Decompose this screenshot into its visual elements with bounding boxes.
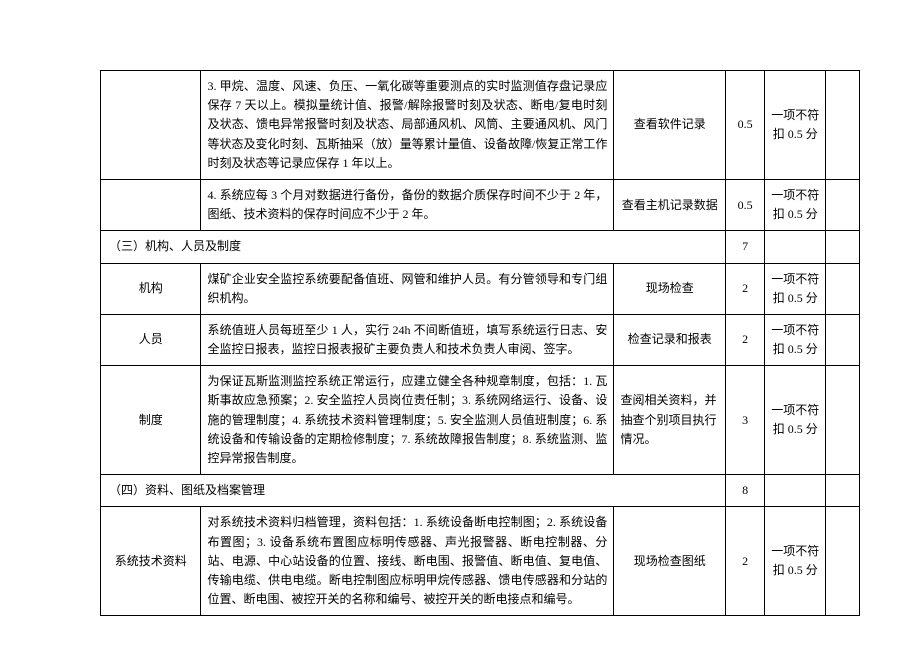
cell-c4: 0.5 [726, 179, 765, 230]
cell-c2: 为保证瓦斯监测监控系统正常运行，应建立健全各种规章制度，包括：1. 瓦斯事故应急… [201, 366, 614, 475]
cell-c6 [826, 263, 860, 314]
cell-c5: 一项不符扣 0.5 分 [765, 507, 826, 616]
table-row: 制度为保证瓦斯监测监控系统正常运行，应建立健全各种规章制度，包括：1. 瓦斯事故… [101, 366, 860, 475]
table-row: （三）机构、人员及制度7 [101, 231, 860, 263]
cell-c1 [101, 179, 201, 230]
cell-blank [826, 231, 860, 263]
section-label: （三）机构、人员及制度 [101, 231, 726, 263]
cell-c2: 3. 甲烷、温度、风速、负压、一氧化碳等重要测点的实时监测值存盘记录应保存 7 … [201, 71, 614, 180]
cell-c1: 制度 [101, 366, 201, 475]
cell-blank [765, 475, 826, 507]
cell-c3: 查阅相关资料，并抽查个别项目执行情况。 [614, 366, 726, 475]
cell-c4: 2 [726, 507, 765, 616]
cell-c2: 系统值班人员每班至少 1 人，实行 24h 不间断值班，填写系统运行日志、安全监… [201, 314, 614, 365]
section-label: （四）资料、图纸及档案管理 [101, 475, 726, 507]
cell-c4: 2 [726, 314, 765, 365]
cell-c1: 机构 [101, 263, 201, 314]
cell-c4: 0.5 [726, 71, 765, 180]
cell-c6 [826, 71, 860, 180]
table-row: 4. 系统应每 3 个月对数据进行备份，备份的数据介质保存时间不少于 2 年，图… [101, 179, 860, 230]
cell-c1: 系统技术资料 [101, 507, 201, 616]
table-row: 3. 甲烷、温度、风速、负压、一氧化碳等重要测点的实时监测值存盘记录应保存 7 … [101, 71, 860, 180]
cell-c4: 2 [726, 263, 765, 314]
table-row: 系统技术资料对系统技术资料归档管理，资料包括：1. 系统设备断电控制图；2. 系… [101, 507, 860, 616]
table-body: 3. 甲烷、温度、风速、负压、一氧化碳等重要测点的实时监测值存盘记录应保存 7 … [101, 71, 860, 616]
page-container: 3. 甲烷、温度、风速、负压、一氧化碳等重要测点的实时监测值存盘记录应保存 7 … [0, 0, 920, 651]
cell-c6 [826, 366, 860, 475]
table-row: （四）资料、图纸及档案管理8 [101, 475, 860, 507]
section-score: 8 [726, 475, 765, 507]
cell-c3: 查看主机记录数据 [614, 179, 726, 230]
cell-c5: 一项不符扣 0.5 分 [765, 314, 826, 365]
cell-c6 [826, 179, 860, 230]
section-score: 7 [726, 231, 765, 263]
cell-c5: 一项不符扣 0.5 分 [765, 71, 826, 180]
cell-c3: 查看软件记录 [614, 71, 726, 180]
cell-c1: 人员 [101, 314, 201, 365]
cell-c6 [826, 314, 860, 365]
cell-c3: 现场检查图纸 [614, 507, 726, 616]
cell-c3: 现场检查 [614, 263, 726, 314]
cell-c2: 对系统技术资料归档管理，资料包括：1. 系统设备断电控制图；2. 系统设备布置图… [201, 507, 614, 616]
cell-c4: 3 [726, 366, 765, 475]
cell-c2: 煤矿企业安全监控系统要配备值班、网管和维护人员。有分管领导和专门组织机构。 [201, 263, 614, 314]
table-row: 机构煤矿企业安全监控系统要配备值班、网管和维护人员。有分管领导和专门组织机构。现… [101, 263, 860, 314]
cell-blank [765, 231, 826, 263]
cell-c5: 一项不符扣 0.5 分 [765, 263, 826, 314]
cell-c3: 检查记录和报表 [614, 314, 726, 365]
cell-c5: 一项不符扣 0.5 分 [765, 179, 826, 230]
cell-c2: 4. 系统应每 3 个月对数据进行备份，备份的数据介质保存时间不少于 2 年，图… [201, 179, 614, 230]
cell-c5: 一项不符扣 0.5 分 [765, 366, 826, 475]
table-row: 人员系统值班人员每班至少 1 人，实行 24h 不间断值班，填写系统运行日志、安… [101, 314, 860, 365]
assessment-table: 3. 甲烷、温度、风速、负压、一氧化碳等重要测点的实时监测值存盘记录应保存 7 … [100, 70, 860, 616]
cell-blank [826, 475, 860, 507]
cell-c6 [826, 507, 860, 616]
cell-c1 [101, 71, 201, 180]
